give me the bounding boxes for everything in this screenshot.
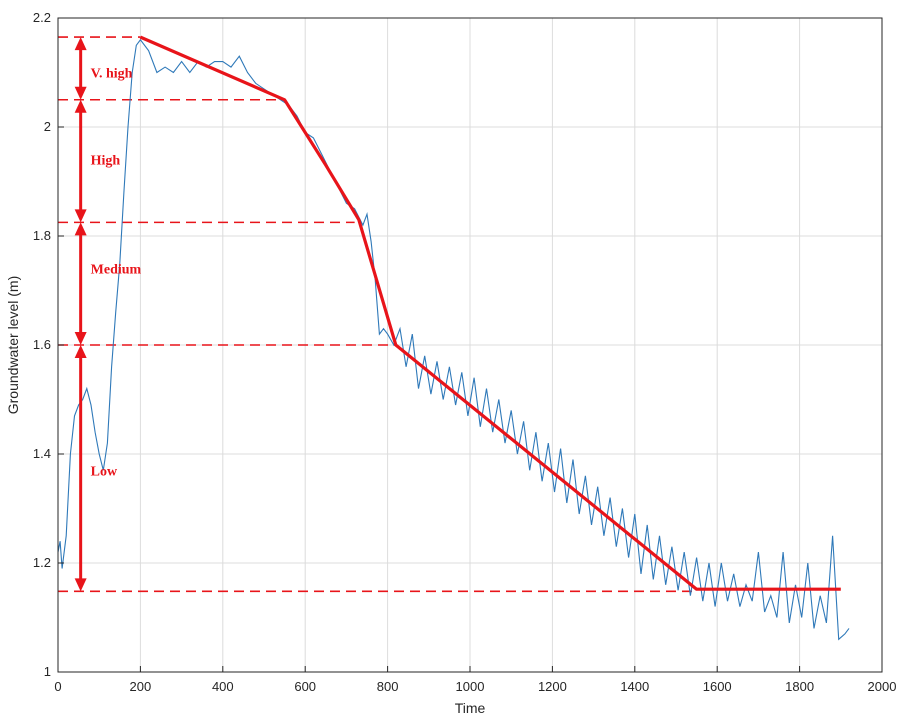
band-label: Medium	[91, 263, 142, 278]
band-labels: V. high High Medium Low	[91, 67, 142, 480]
arrow-head-down	[74, 332, 87, 345]
x-tick-label: 400	[212, 679, 234, 694]
arrow-head-up	[74, 345, 87, 358]
x-tick-label: 1600	[703, 679, 732, 694]
band-label: V. high	[91, 67, 133, 82]
x-tick-label: 200	[130, 679, 152, 694]
y-tick-label: 1.8	[33, 228, 51, 243]
arrow-head-down	[74, 578, 87, 592]
arrow-head-up	[74, 99, 87, 113]
x-tick-label: 800	[377, 679, 399, 694]
y-tick-label: 1.6	[33, 337, 51, 352]
arrow-head-down	[74, 209, 87, 223]
x-tick-label: 600	[294, 679, 316, 694]
x-tick-label: 1000	[456, 679, 485, 694]
grid	[57, 17, 883, 673]
series-layer	[57, 38, 850, 641]
x-tick-label: 1200	[538, 679, 567, 694]
band-label: Low	[91, 464, 118, 479]
trend-layer	[139, 35, 841, 591]
x-axis-label: Time	[455, 700, 486, 716]
y-tick-label: 1	[44, 664, 51, 679]
x-tick-label: 1800	[785, 679, 814, 694]
x-tick-label: 1400	[620, 679, 649, 694]
series-line	[57, 38, 850, 641]
y-tick-label: 2	[44, 119, 51, 134]
arrow-head-up	[74, 222, 87, 236]
range-arrows	[74, 37, 87, 592]
y-tick-label: 2.2	[33, 10, 51, 25]
arrow-head-down	[74, 86, 87, 100]
trend-line	[139, 35, 841, 591]
y-tick-label: 1.4	[33, 446, 51, 461]
x-tick-label: 0	[54, 679, 61, 694]
tick-labels: 0 200 400 600 800 1000 1200 1400 1600 1800 2000 1 1.…	[33, 10, 897, 694]
band-label: High	[91, 154, 121, 169]
y-axis-label: Groundwater level (m)	[5, 276, 21, 415]
x-tick-label: 2000	[868, 679, 897, 694]
y-tick-label: 1.2	[33, 555, 51, 570]
threshold-lines	[58, 36, 697, 593]
arrow-head-up	[74, 37, 87, 51]
